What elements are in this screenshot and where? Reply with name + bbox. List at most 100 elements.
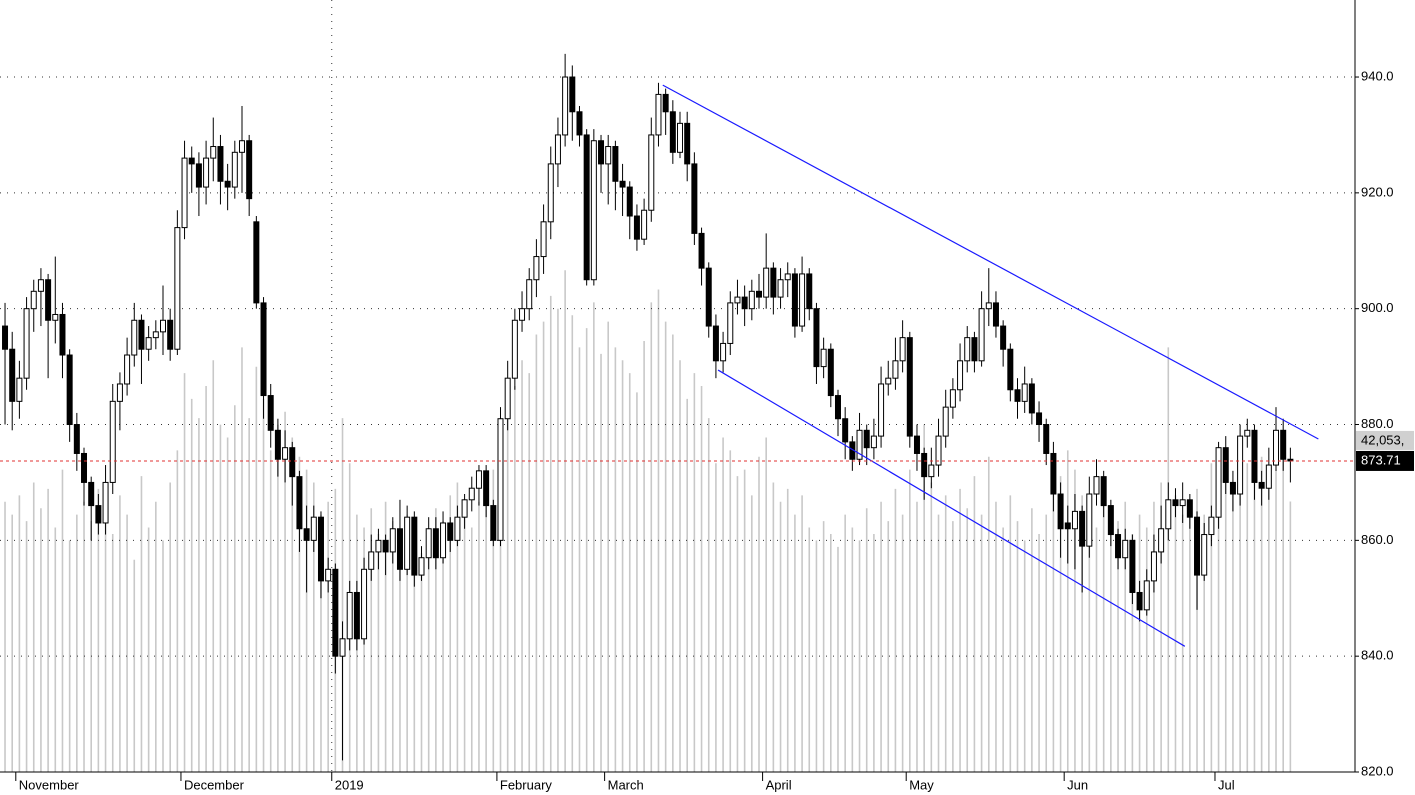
- x-tick-label: March: [608, 777, 644, 792]
- candle-body: [992, 302, 999, 327]
- candle-body: [1043, 424, 1050, 454]
- volume-label-box: [1356, 430, 1414, 450]
- candle-body: [1158, 528, 1165, 553]
- candle-body: [16, 377, 23, 402]
- candle-body: [885, 377, 892, 385]
- candle-body: [734, 296, 741, 304]
- x-tick-label: February: [500, 777, 553, 792]
- candle-body: [490, 505, 497, 541]
- candle-body: [454, 516, 461, 541]
- candle-body: [23, 308, 30, 379]
- candle-body: [167, 319, 174, 350]
- candle-body: [684, 122, 691, 165]
- candle-body: [9, 348, 16, 402]
- candle-body: [598, 140, 605, 165]
- candle-body: [526, 279, 533, 310]
- candle-body: [1215, 447, 1222, 518]
- candle-body: [231, 151, 238, 188]
- candle-body: [1201, 534, 1208, 576]
- candle-body: [519, 308, 526, 321]
- candle-body: [720, 342, 727, 362]
- candle-body: [1165, 499, 1172, 530]
- candle-body: [942, 406, 949, 437]
- candle-body: [921, 452, 928, 478]
- candle-body: [59, 313, 66, 356]
- candle-body: [339, 638, 346, 657]
- candle-body: [145, 337, 152, 350]
- candle-body: [138, 319, 145, 350]
- candle-body: [949, 389, 956, 408]
- candle-body: [1028, 383, 1035, 414]
- candle-body: [626, 186, 633, 217]
- candle-body: [195, 163, 202, 188]
- candle-body: [1186, 499, 1193, 518]
- candle-body: [791, 273, 798, 327]
- candle-body: [562, 76, 569, 136]
- candle-body: [892, 360, 899, 379]
- candle-body: [224, 180, 231, 188]
- candle-body: [1071, 510, 1078, 530]
- last-price-box: [1356, 450, 1414, 471]
- candle-body: [741, 296, 748, 310]
- candle-body: [856, 429, 863, 460]
- candle-body: [124, 354, 131, 385]
- candle-body: [1021, 383, 1028, 402]
- candle-body: [1100, 476, 1107, 507]
- candle-body: [511, 319, 518, 379]
- candle-body: [1093, 476, 1100, 495]
- candle-body: [1122, 539, 1129, 559]
- candle-body: [1222, 447, 1229, 483]
- candle-body: [662, 93, 669, 113]
- candle-body: [238, 140, 245, 153]
- candle-body: [1229, 481, 1236, 495]
- candle-body: [1000, 325, 1007, 350]
- candle-body: [705, 267, 712, 327]
- candle-body: [619, 180, 626, 188]
- candle-body: [870, 435, 877, 449]
- candle-body: [540, 221, 547, 258]
- candle-body: [1129, 539, 1136, 593]
- candle-body: [698, 232, 705, 269]
- candle-body: [475, 470, 482, 489]
- candle-body: [935, 435, 942, 466]
- candle-body: [332, 568, 339, 657]
- candle-body: [727, 302, 734, 344]
- candle-body: [913, 435, 920, 454]
- candle-body: [181, 157, 188, 229]
- last-price-label: 873.71: [1361, 452, 1401, 467]
- candle-body: [957, 360, 964, 391]
- y-tick-label: 860.0: [1361, 532, 1394, 547]
- candle-body: [899, 337, 906, 362]
- candle-body: [878, 383, 885, 437]
- candle-body: [1172, 499, 1179, 507]
- candle-body: [748, 290, 755, 310]
- candle-body: [863, 429, 870, 449]
- candle-body: [66, 354, 73, 426]
- y-tick-label: 940.0: [1361, 68, 1394, 83]
- x-tick-label: November: [19, 777, 80, 792]
- candle-body: [440, 522, 447, 559]
- candle-body: [310, 516, 317, 541]
- y-tick-label: 900.0: [1361, 300, 1394, 315]
- candle-body: [203, 157, 210, 188]
- candle-body: [1258, 481, 1265, 489]
- x-tick-label: December: [184, 777, 245, 792]
- candle-body: [1179, 499, 1186, 507]
- candle-body: [418, 557, 425, 576]
- candle-body: [1251, 429, 1258, 483]
- candle-body: [346, 591, 353, 640]
- candle-body: [834, 395, 841, 420]
- candle-body: [109, 400, 116, 483]
- candle-body: [648, 134, 655, 211]
- candle-body: [1107, 505, 1114, 536]
- candle-body: [906, 337, 913, 437]
- candle-body: [827, 348, 834, 397]
- candle-body: [1273, 429, 1280, 466]
- candle-body: [174, 227, 181, 350]
- candle-body: [37, 279, 44, 292]
- candle-body: [396, 528, 403, 570]
- x-tick-label: Jun: [1067, 777, 1088, 792]
- y-tick-label: 820.0: [1361, 763, 1394, 778]
- candle-body: [1036, 412, 1043, 426]
